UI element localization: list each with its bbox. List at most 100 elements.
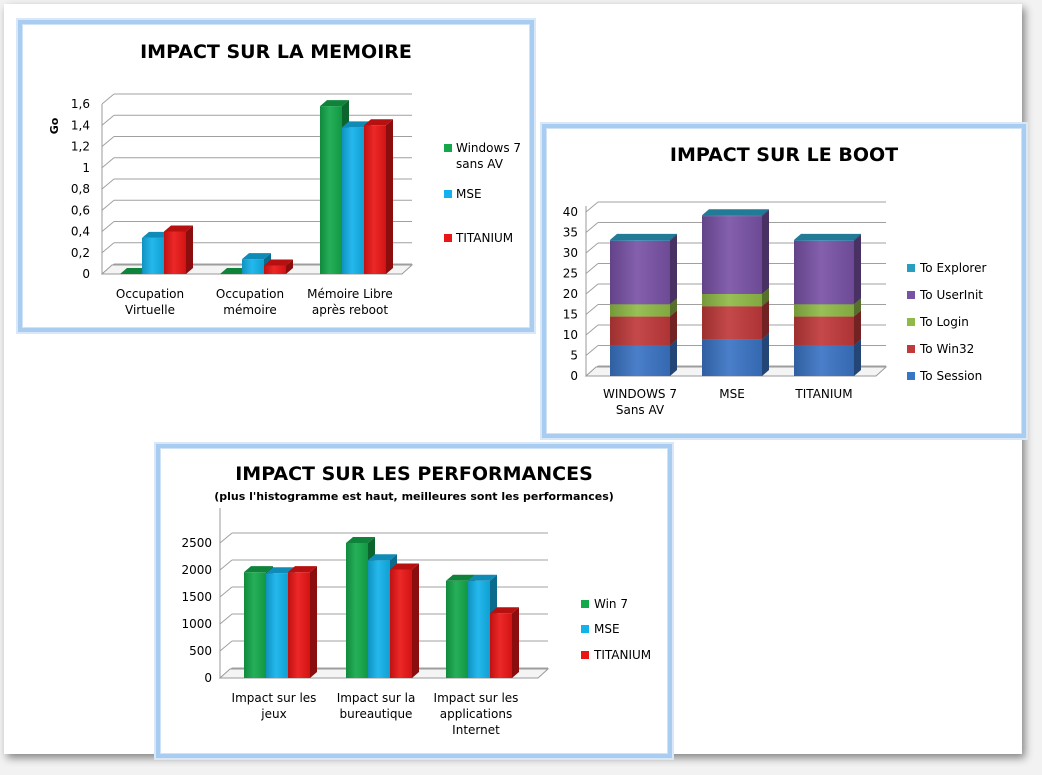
legend-label: To Session [919,369,982,383]
performance-chart: IMPACT SUR LES PERFORMANCES (plus l'histo… [181,463,651,737]
legend-swatch [907,291,915,299]
segment-to-session-1 [702,333,769,376]
x-category-label: Impact sur la bureautique [337,691,416,721]
legend-swatch [444,144,452,152]
memory-chart-panel: IMPACT SUR LA MEMOIRE Go 0 0,2 0,4 0,6 0,8 1 1,2… [18,20,534,332]
y-tick-label: 2000 [181,563,212,577]
chart-subtitle: (plus l'histogramme est haut, meilleures… [214,490,614,503]
grid-diag [101,221,115,232]
legend-swatch [581,600,589,608]
legend-label: To Win32 [919,342,974,356]
x-category-label: WINDOWS 7 Sans AV [603,387,677,417]
y-tick-label: 1,2 [71,140,90,154]
segment-to-userinit-2 [794,234,861,305]
grid-diag [101,136,115,147]
legend-swatch [444,234,452,242]
legend-swatch [907,318,915,326]
segment-to-explorer-0 [610,233,677,241]
legend-swatch [581,625,589,633]
segment-to-explorer-2 [794,233,861,241]
y-tick-label: 25 [563,267,578,281]
y-tick-label: 0,2 [71,246,90,260]
x-category-label: TITANIUM [794,387,852,401]
y-tick-label: 1500 [181,590,212,604]
x-category-label: Occupation mémoire [216,287,284,317]
memory-chart: IMPACT SUR LA MEMOIRE Go 0 0,2 0,4 0,6 0,8 1 1,2… [48,41,521,317]
grid-diag [101,93,115,105]
bar-titanium-2 [490,607,519,678]
grid-diag [219,586,233,598]
legend-label: TITANIUM [593,648,651,662]
y-tick-label: 1000 [181,617,212,631]
performance-chart-panel: IMPACT SUR LES PERFORMANCES (plus l'histo… [156,444,672,758]
segment-to-explorer-1 [702,209,769,217]
y-axis-label: Go [48,117,61,134]
bar-titanium-1 [264,259,293,274]
grid-diag [219,559,233,571]
grid-diag [219,613,233,625]
y-tick-label: 1 [82,161,90,175]
legend-label: MSE [456,187,482,201]
legend-label: To Login [919,315,969,329]
x-category-label: Impact sur les applications Internet [434,691,519,737]
x-category-label: Occupation Virtuelle [116,287,184,317]
y-tick-label: 0,8 [71,182,90,196]
y-tick-label: 35 [563,226,578,240]
legend-label: Win 7 [594,597,628,611]
y-tick-label: 0,4 [71,225,90,239]
y-tick-label: 0 [82,267,90,281]
segment-to-userinit-1 [702,210,769,294]
chart-title: IMPACT SUR LES PERFORMANCES [235,463,593,485]
y-tick-label: 30 [563,246,578,260]
grid-diag [101,178,115,190]
bar-windows-7-sans-av-0 [120,268,149,274]
y-tick-label: 5 [570,349,578,363]
y-tick-label: 2500 [181,536,212,550]
legend-swatch [581,651,589,659]
grid-diag [101,199,115,211]
page: IMPACT SUR LA MEMOIRE Go 0 0,2 0,4 0,6 0,8 1 1,2… [4,4,1026,758]
grid-diag [585,242,599,254]
y-tick-label: 0 [204,671,212,685]
grid-diag [101,242,115,254]
legend-swatch [907,345,915,353]
x-category-label: Impact sur les jeux [232,691,317,721]
boot-chart: IMPACT SUR LE BOOT 0 5 10 15 20 25 30 35 40 WINDOW… [563,144,987,417]
legend-swatch [907,264,915,272]
grid-diag [219,640,233,652]
x-category-label: Mémoire Libre après reboot [307,287,393,317]
y-tick-label: 1,4 [71,118,90,132]
grid-diag [219,532,233,544]
boot-chart-panel: IMPACT SUR LE BOOT 0 5 10 15 20 25 30 35 40 WINDOW… [542,124,1026,438]
grid-diag [585,263,599,274]
chart-title: IMPACT SUR LE BOOT [670,144,898,166]
grid-diag [585,201,599,213]
bar-titanium-2 [364,119,393,274]
bar-windows-7-sans-av-1 [220,268,249,274]
bar-titanium-0 [288,566,317,678]
chart-title: IMPACT SUR LA MEMOIRE [140,41,412,63]
y-tick-label: 500 [189,644,212,658]
grid-diag [585,283,599,295]
legend-label: MSE [594,622,620,636]
grid-diag [585,345,599,356]
y-tick-label: 0 [570,369,578,383]
segment-to-userinit-0 [610,234,677,305]
y-tick-label: 10 [563,328,578,342]
grid-diag [585,304,599,315]
grid-diag [585,222,599,233]
grid-diag [585,324,599,336]
legend-label: TITANIUM [455,231,513,245]
y-tick-label: 1,6 [71,97,90,111]
legend-swatch [907,372,915,380]
bar-titanium-0 [164,225,193,274]
legend-swatch [444,190,452,198]
x-category-label: MSE [719,387,745,401]
grid-diag [101,114,115,126]
y-tick-label: 20 [563,287,578,301]
y-tick-label: 15 [563,308,578,322]
legend-label: To Explorer [919,261,986,275]
grid-diag [101,157,115,169]
bar-titanium-1 [390,563,419,678]
y-tick-label: 0,6 [71,203,90,217]
